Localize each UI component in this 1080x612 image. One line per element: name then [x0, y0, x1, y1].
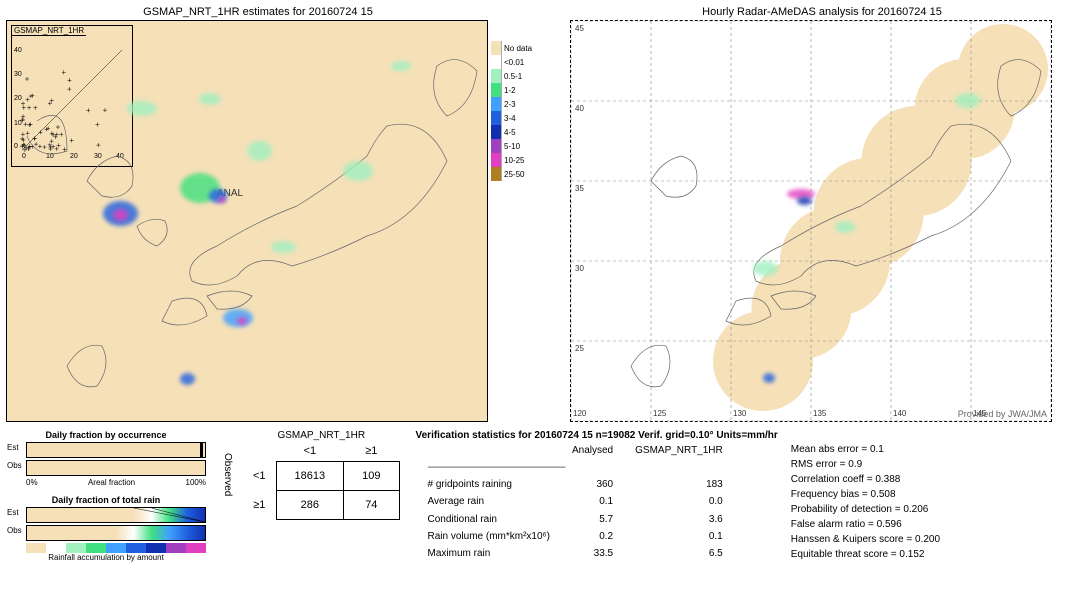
score-row: RMS error = 0.9: [787, 458, 944, 471]
stats-right-table: Mean abs error = 0.1 RMS error = 0.9 Corre…: [785, 441, 946, 563]
rain-cell: [763, 373, 775, 383]
score-row: Equitable threat score = 0.152: [787, 548, 944, 561]
legend-row: 10-25: [491, 153, 533, 167]
rain-cell: [797, 197, 812, 205]
svg-text:135: 135: [813, 409, 827, 418]
frac-est-bar: Est: [26, 442, 206, 458]
legend-row: 25-50: [491, 167, 533, 181]
frac-obs-bar: Obs: [26, 460, 206, 476]
svg-text:25: 25: [575, 344, 584, 353]
svg-text:35: 35: [575, 184, 584, 193]
score-row: Correlation coeff = 0.388: [787, 473, 944, 486]
legend-row: 4-5: [491, 125, 533, 139]
frac-total-title: Daily fraction of total rain: [6, 495, 206, 505]
colorbar-label: Rainfall accumulation by amount: [6, 553, 206, 562]
rain-cell: [343, 161, 373, 181]
radar-coverage: 120125130135140145150454035302520: [571, 21, 1051, 421]
rain-cell: [127, 101, 157, 116]
fraction-block: Daily fraction by occurrence Est Obs 0% …: [6, 430, 206, 562]
svg-text:40: 40: [575, 104, 584, 113]
svg-text:125: 125: [653, 409, 667, 418]
cont-cell-11: 74: [344, 491, 399, 520]
japan-coastline-left: ANAL: [7, 21, 487, 421]
legend-row: No data: [491, 41, 533, 55]
left-map-title: GSMAP_NRT_1HR estimates for 20160724 15: [6, 6, 510, 18]
rain-cell: [955, 93, 980, 108]
rain-cell: [247, 141, 272, 161]
rain-cell: [391, 61, 411, 71]
observed-vert-label: Observed: [222, 453, 233, 496]
legend-row: <0.01: [491, 55, 533, 69]
frac-total-est: Est: [26, 507, 206, 523]
stats-row: Conditional rain5.73.6: [418, 511, 733, 526]
right-map-title: Hourly Radar-AMeDAS analysis for 2016072…: [570, 6, 1074, 18]
svg-text:130: 130: [733, 409, 747, 418]
stats-row: Rain volume (mm*km²x10⁶)0.20.1: [418, 529, 733, 544]
stats-title: Verification statistics for 20160724 15 …: [416, 430, 1075, 441]
svg-text:140: 140: [893, 409, 907, 418]
rain-cell: [113, 209, 128, 221]
stats-row: Average rain0.10.0: [418, 494, 733, 509]
provided-by-label: Provided by JWA/JMA: [958, 409, 1047, 419]
frac-total-obs: Obs: [26, 525, 206, 541]
contingency-table: GSMAP_NRT_1HR <1 ≥1 <1 18613 109 ≥1 286 …: [243, 430, 400, 520]
frac-occ-title: Daily fraction by occurrence: [6, 430, 206, 440]
svg-text:45: 45: [575, 24, 584, 33]
svg-text:30: 30: [575, 264, 584, 273]
legend-row: 1-2: [491, 83, 533, 97]
stats-row: Maximum rain33.56.5: [418, 546, 733, 561]
cont-cell-01: 109: [344, 462, 399, 491]
score-row: Hanssen & Kuipers score = 0.200: [787, 533, 944, 546]
score-row: Probability of detection = 0.206: [787, 503, 944, 516]
right-map-panel: Hourly Radar-AMeDAS analysis for 2016072…: [570, 6, 1074, 422]
stats-left-table: Analysed GSMAP_NRT_1HR -----------------…: [416, 441, 735, 563]
left-map: GSMAP_NRT_1HR 40 30 20 10 0 0 10 20 30 4…: [6, 20, 488, 422]
legend-row: 2-3: [491, 97, 533, 111]
color-legend: No data<0.010.5-11-22-33-44-55-1010-2525…: [491, 41, 533, 181]
cont-cell-00: 18613: [276, 462, 344, 491]
cont-title: GSMAP_NRT_1HR: [243, 430, 400, 441]
score-row: Frequency bias = 0.508: [787, 488, 944, 501]
legend-row: 3-4: [491, 111, 533, 125]
legend-row: 5-10: [491, 139, 533, 153]
colorbar: [26, 543, 206, 553]
score-row: False alarm ratio = 0.596: [787, 518, 944, 531]
rain-cell: [835, 221, 855, 233]
score-row: Mean abs error = 0.1: [787, 443, 944, 456]
legend-row: 0.5-1: [491, 69, 533, 83]
rain-cell: [199, 93, 221, 105]
left-map-panel: GSMAP_NRT_1HR estimates for 20160724 15 …: [6, 6, 510, 422]
rain-cell: [271, 241, 296, 253]
cont-cell-10: 286: [276, 491, 344, 520]
right-map: 120125130135140145150454035302520 Provid…: [570, 20, 1052, 422]
rain-cell: [180, 373, 195, 385]
svg-text:120: 120: [573, 409, 587, 418]
stats-block: Verification statistics for 20160724 15 …: [416, 430, 1075, 563]
stats-row: # gridpoints raining360183: [418, 477, 733, 492]
